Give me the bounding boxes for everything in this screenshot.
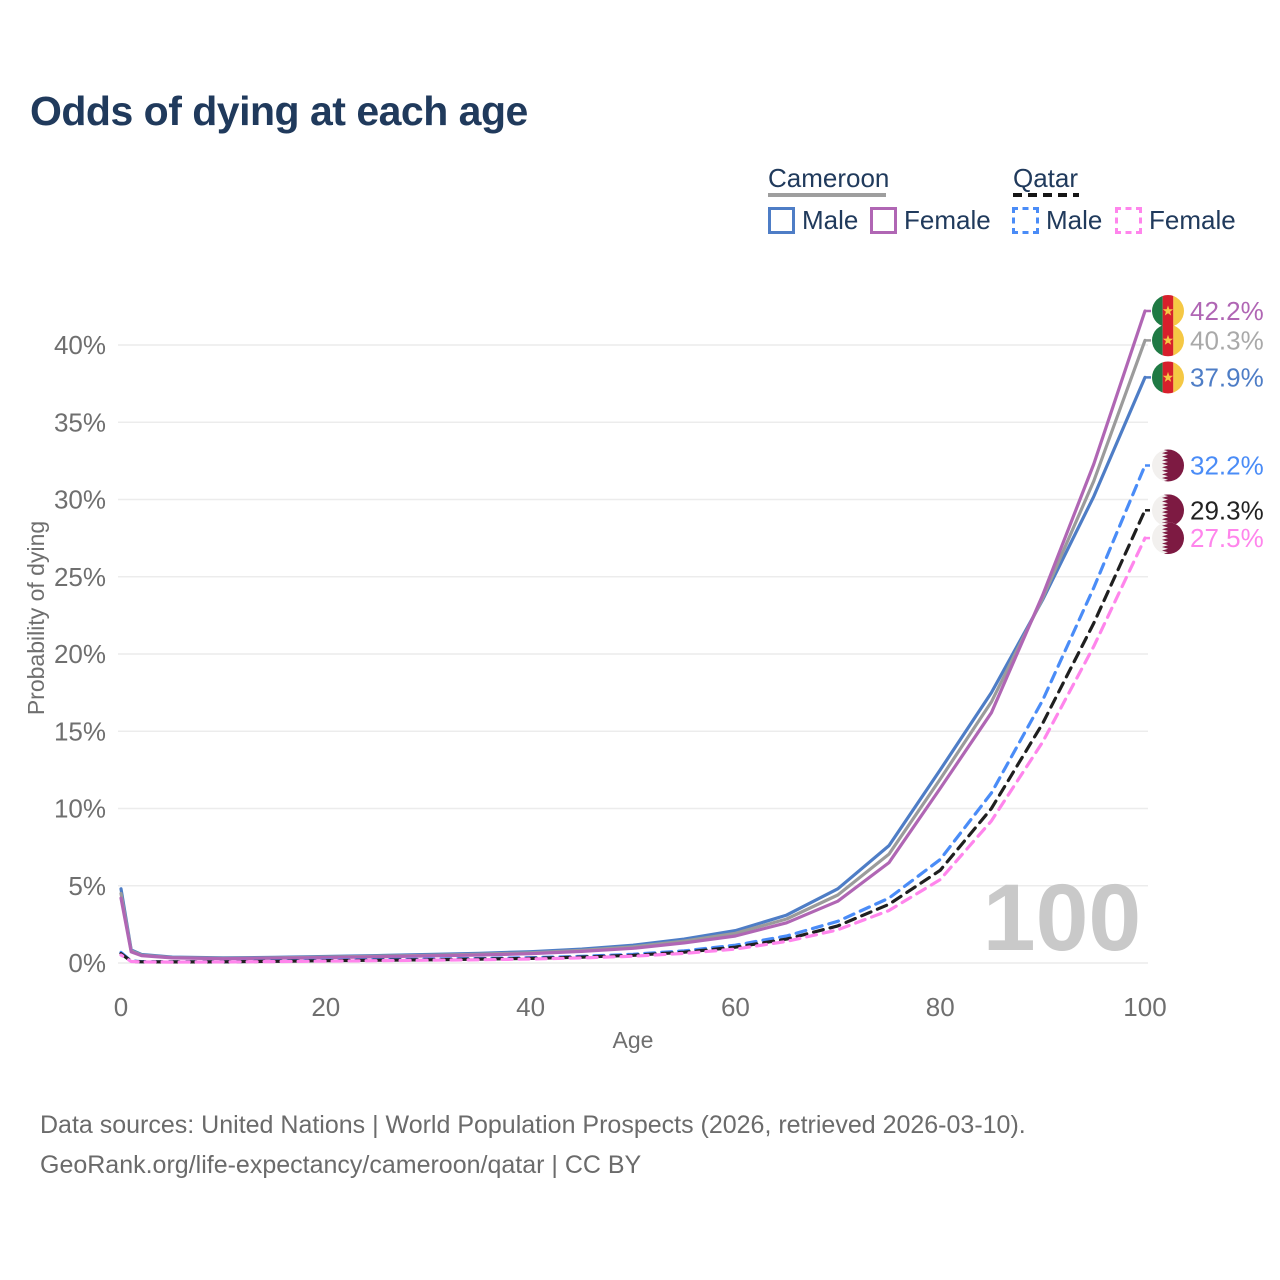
legend-item-qatar-male[interactable]: Male	[1012, 205, 1102, 236]
y-tick-label: 5%	[68, 871, 106, 901]
qatar-line-style-icon	[1013, 193, 1079, 197]
legend-item-label: Female	[904, 205, 991, 235]
cameroon-flag-icon	[1152, 324, 1184, 357]
qatar-male-swatch-icon	[1012, 207, 1039, 234]
x-tick-label: 40	[516, 992, 545, 1022]
y-tick-label: 25%	[54, 562, 106, 592]
age-hover-indicator: 100	[983, 865, 1142, 971]
legend-item-cameroon-female[interactable]: Female	[870, 205, 991, 236]
y-tick-label: 0%	[68, 948, 106, 978]
footer: Data sources: United Nations | World Pop…	[40, 1105, 1026, 1185]
data-sources-line: Data sources: United Nations | World Pop…	[40, 1111, 1026, 1139]
legend-item-label: Female	[1149, 205, 1236, 235]
end-label-value: 29.3%	[1190, 495, 1264, 525]
qatar-flag-icon	[1152, 494, 1184, 527]
y-axis-title: Probability of dying	[23, 521, 49, 715]
end-label-value: 42.2%	[1190, 296, 1264, 326]
legend-group-cameroon-header[interactable]: Cameroon	[768, 163, 890, 193]
x-tick-label: 100	[1123, 992, 1166, 1022]
y-tick-label: 35%	[54, 407, 106, 437]
y-tick-label: 30%	[54, 485, 106, 515]
legend-item-label: Male	[802, 205, 859, 235]
qatar-flag-icon	[1152, 449, 1184, 482]
attribution-line: GeoRank.org/life-expectancy/cameroon/qat…	[40, 1151, 642, 1179]
qatar-female-swatch-icon	[1115, 207, 1142, 234]
end-label-value: 37.9%	[1190, 362, 1264, 392]
legend-group-qatar-header[interactable]: Qatar	[1013, 163, 1079, 193]
legend-item-label: Male	[1046, 205, 1103, 235]
end-label-value: 32.2%	[1190, 451, 1264, 481]
cameroon-female-swatch-icon	[870, 207, 897, 234]
legend-item-cameroon-male[interactable]: Male	[768, 205, 858, 236]
y-tick-label: 10%	[54, 794, 106, 824]
x-tick-label: 0	[114, 992, 128, 1022]
cameroon-line-style-icon	[768, 193, 886, 197]
y-tick-label: 15%	[54, 716, 106, 746]
end-label-value: 40.3%	[1190, 325, 1264, 355]
cameroon-flag-icon	[1152, 361, 1184, 394]
x-tick-label: 60	[721, 992, 750, 1022]
legend-item-qatar-female[interactable]: Female	[1115, 205, 1236, 236]
y-tick-label: 20%	[54, 639, 106, 669]
x-tick-label: 20	[311, 992, 340, 1022]
cameroon-flag-icon	[1152, 295, 1184, 328]
y-tick-label: 40%	[54, 330, 106, 360]
page-title: Odds of dying at each age	[30, 88, 528, 134]
x-axis-title: Age	[613, 1027, 654, 1053]
line-cameroon-female[interactable]	[119, 309, 1147, 961]
cameroon-male-swatch-icon	[768, 207, 795, 234]
line-qatar-female[interactable]	[119, 536, 1147, 964]
qatar-flag-icon	[1152, 522, 1184, 555]
x-tick-label: 80	[926, 992, 955, 1022]
end-label-value: 27.5%	[1190, 523, 1264, 553]
